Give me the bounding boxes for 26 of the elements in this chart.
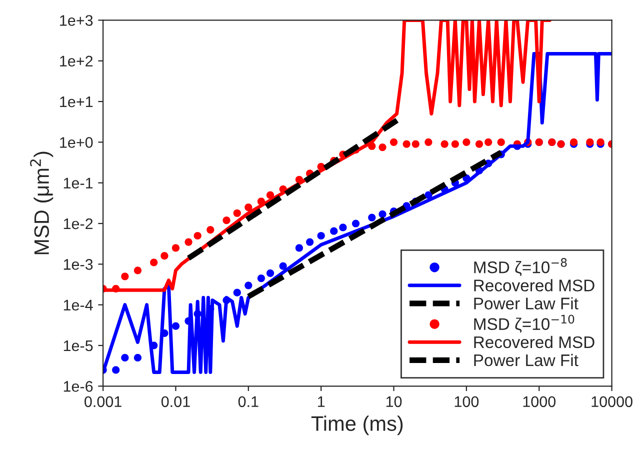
- x-tick-label: 0.1: [238, 396, 258, 408]
- x-tick-label: 10: [386, 396, 402, 408]
- x-tick-label: 0.001: [84, 396, 122, 408]
- x-tick-label: 1: [318, 396, 325, 407]
- legend-label: Recovered MSD: [474, 279, 594, 292]
- y-tick-label: 1e+0: [60, 137, 93, 148]
- y-axis-title: MSD (μm$^{2}$): [30, 152, 54, 254]
- y-tick-label: 1e+2: [60, 56, 93, 67]
- x-tick-label: 100: [454, 396, 479, 408]
- legend-label: MSD ζ=10$^{−10}$: [474, 314, 574, 333]
- legend-label: Power Law Fit: [474, 297, 578, 310]
- x-axis-title: Time (ms): [311, 416, 403, 436]
- y-tick-label: 1e-5: [64, 340, 93, 352]
- y-tick-label: 1e-6: [64, 381, 93, 392]
- y-tick-label: 1e-3: [64, 259, 93, 270]
- x-tick-label: 1000: [523, 396, 556, 408]
- y-tick-label: 1e-4: [64, 300, 93, 311]
- y-tick-label: 1e-2: [64, 218, 93, 230]
- y-tick-label: 1e+3: [60, 15, 93, 26]
- y-tick-label: 1e+1: [60, 96, 93, 108]
- y-tick-label: 1e-1: [64, 178, 93, 189]
- legend-label: Recovered MSD: [474, 336, 594, 348]
- legend-label: Power Law Fit: [474, 354, 578, 366]
- x-tick-label: 0.01: [161, 396, 190, 408]
- x-tick-label: 10000: [592, 396, 632, 408]
- legend-label: MSD ζ=10$^{−8}$: [474, 258, 567, 276]
